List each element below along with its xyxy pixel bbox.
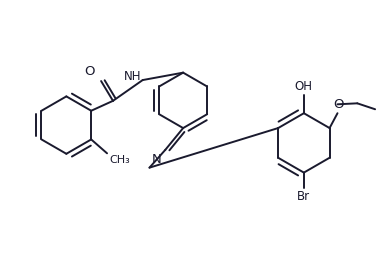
Text: Br: Br	[297, 190, 310, 203]
Text: O: O	[333, 98, 344, 111]
Text: OH: OH	[295, 80, 313, 94]
Text: CH₃: CH₃	[109, 155, 130, 165]
Text: NH: NH	[124, 70, 142, 83]
Text: N: N	[152, 153, 161, 166]
Text: O: O	[85, 65, 95, 78]
